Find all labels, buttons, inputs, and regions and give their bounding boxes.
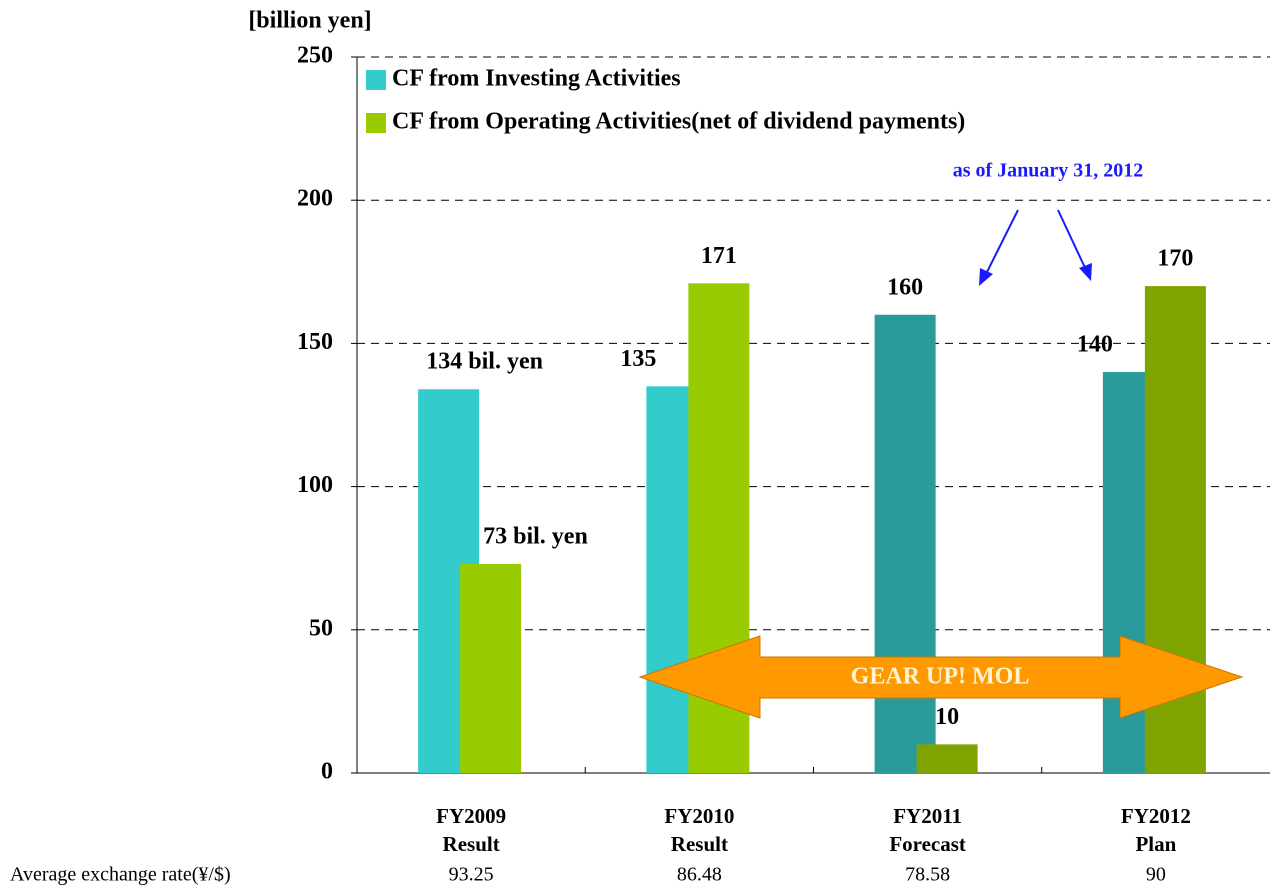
bar: [460, 563, 522, 773]
value-label: 160: [887, 274, 923, 300]
y-tick-label: 150: [297, 329, 333, 355]
y-tick-label: 0: [321, 759, 333, 785]
legend-label: CF from Investing Activities: [392, 66, 681, 92]
x-tick-label: Forecast: [889, 832, 966, 856]
date-note: as of January 31, 2012: [953, 160, 1144, 182]
bar: [874, 314, 936, 773]
value-label: 135: [620, 346, 656, 372]
value-label: 170: [1157, 246, 1193, 272]
x-tick-label: FY2010: [664, 804, 734, 828]
gear-up-label: GEAR UP! MOL: [851, 664, 1030, 690]
y-axis-label: [billion yen]: [248, 8, 371, 34]
legend-background: [359, 59, 1129, 143]
x-tick-label: Result: [443, 832, 500, 856]
x-tick-label: Plan: [1135, 832, 1176, 856]
x-tick-label: FY2012: [1121, 804, 1191, 828]
note-arrow: [1057, 209, 1088, 273]
gear-up-arrow: [638, 635, 1244, 719]
value-label: 73 bil. yen: [483, 523, 588, 549]
exchange-rate-label: Average exchange rate(¥/$): [10, 864, 231, 886]
note-arrow-head: [1079, 263, 1092, 281]
legend-swatch: [366, 113, 386, 133]
legend-swatch: [366, 70, 386, 90]
y-tick-label: 250: [297, 43, 333, 69]
plot: [351, 56, 1270, 774]
legend-label: CF from Operating Activities(net of divi…: [392, 109, 965, 135]
note-arrow: [983, 209, 1019, 279]
x-tick-label: Result: [671, 832, 728, 856]
value-label: 10: [935, 704, 959, 730]
value-label: 140: [1077, 332, 1113, 358]
exchange-rate: 90: [1146, 864, 1166, 886]
x-tick-label: FY2009: [436, 804, 506, 828]
y-tick-label: 200: [297, 186, 333, 212]
bar: [916, 744, 978, 773]
x-tick-label: FY2011: [893, 804, 962, 828]
exchange-rate: 78.58: [905, 864, 950, 886]
exchange-rate: 93.25: [449, 864, 494, 886]
note-arrow-head: [979, 268, 993, 286]
labels: 0 50 100 150 200 250 CF from Investing Activit…: [297, 43, 1193, 886]
value-label: 171: [701, 243, 737, 269]
value-label: 134 bil. yen: [426, 349, 543, 375]
exchange-rate: 86.48: [677, 864, 722, 886]
y-tick-label: 100: [297, 472, 333, 498]
y-tick-label: 50: [309, 615, 333, 641]
